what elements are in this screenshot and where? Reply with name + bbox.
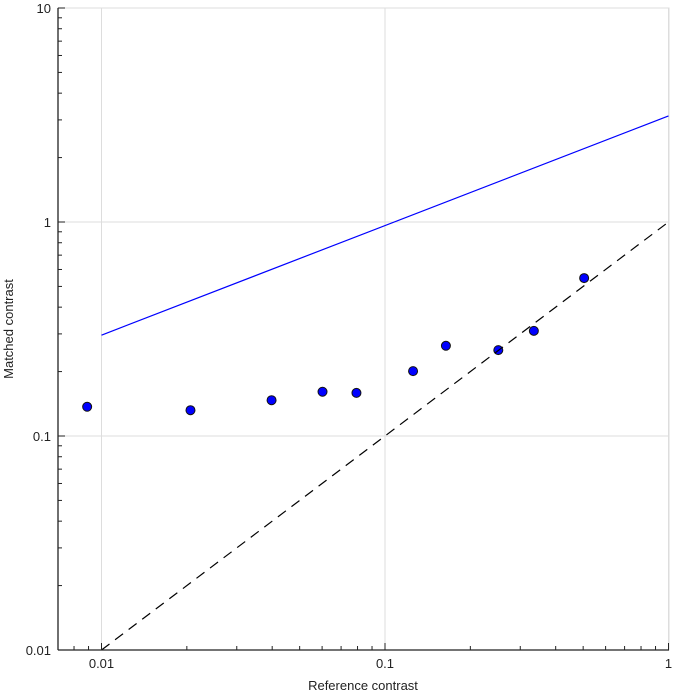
y-tick-label: 1 bbox=[44, 215, 51, 230]
data-point bbox=[528, 325, 539, 336]
data-point bbox=[317, 386, 328, 397]
fit-line bbox=[101, 115, 669, 336]
data-point bbox=[579, 273, 590, 284]
data-point bbox=[266, 395, 277, 406]
y-axis-label: Matched contrast bbox=[1, 279, 16, 379]
data-point bbox=[185, 405, 196, 416]
y-tick-label: 0.01 bbox=[26, 643, 51, 658]
data-point bbox=[82, 401, 93, 412]
ticks: 0.01 0.1 1 0.01 0.1 1 10 bbox=[26, 1, 672, 671]
x-axis-label: Reference contrast bbox=[308, 678, 418, 693]
x-tick-label: 0.01 bbox=[89, 656, 114, 671]
series-layer bbox=[82, 115, 669, 651]
y-tick-label: 10 bbox=[37, 1, 51, 16]
data-point bbox=[351, 387, 362, 398]
y-tick-label: 0.1 bbox=[33, 429, 51, 444]
plot-area bbox=[57, 7, 670, 651]
x-tick-label: 0.1 bbox=[376, 656, 394, 671]
x-tick-label: 1 bbox=[665, 656, 672, 671]
data-point bbox=[440, 340, 451, 351]
data-point bbox=[408, 366, 419, 377]
